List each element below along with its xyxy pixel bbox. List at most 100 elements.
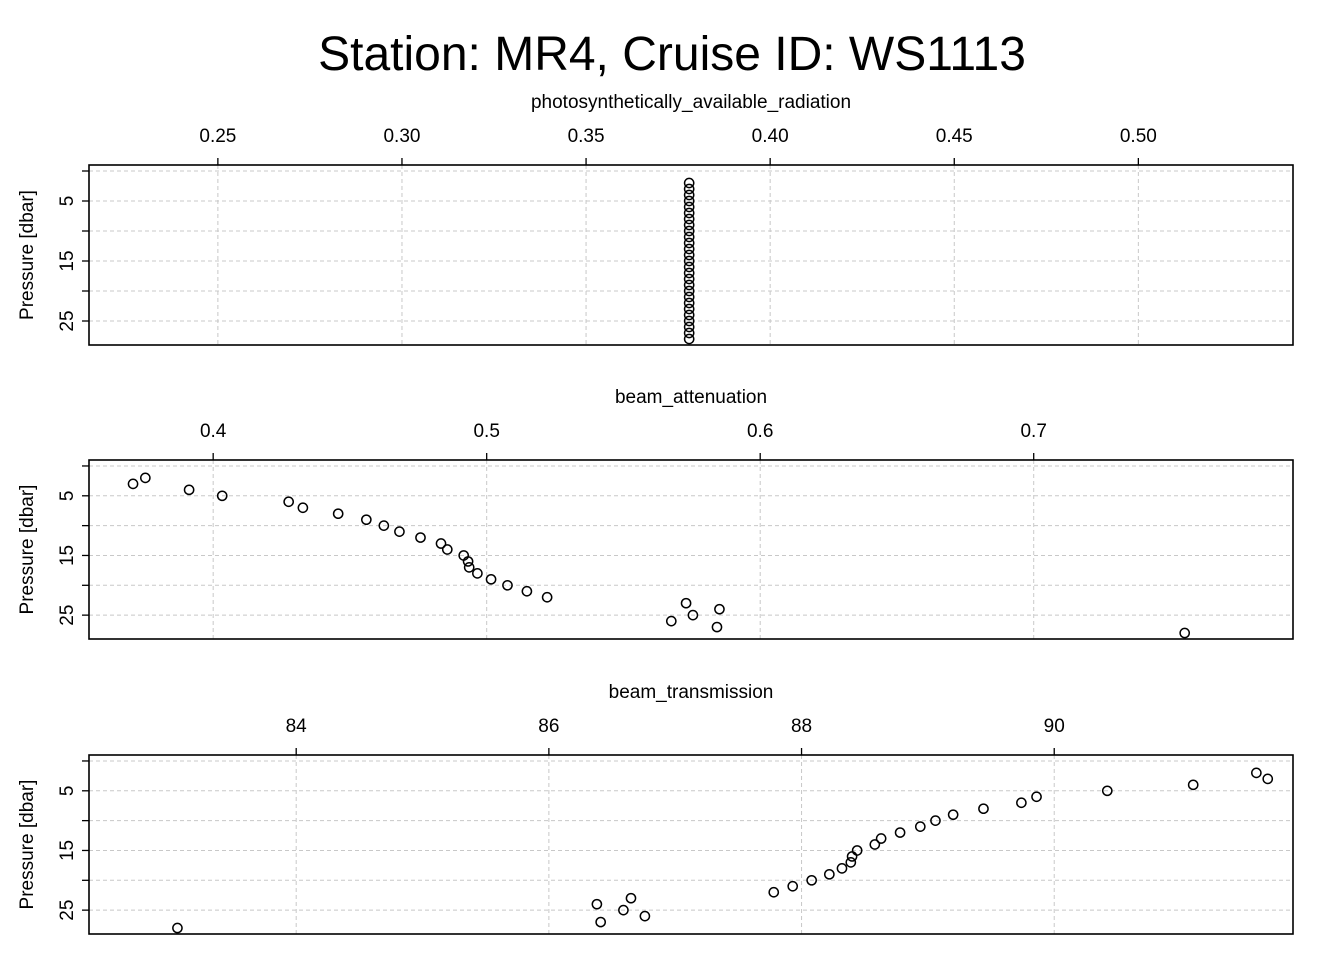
panel-2: 5 15 25 Pressure [dbar] 0.4 0.5 0.6 0.7 beam_att…: [17, 387, 1294, 640]
x-tick-label: 84: [286, 716, 308, 737]
data-point: [435, 538, 447, 549]
data-point: [1187, 779, 1199, 791]
data-point: [947, 809, 959, 821]
data-point: [683, 183, 695, 195]
data-point: [441, 544, 453, 555]
data-point: [521, 585, 533, 597]
data-point: [683, 225, 695, 237]
data-point: [216, 490, 228, 502]
x-tick-label: 86: [538, 716, 559, 737]
data-point: [683, 219, 695, 231]
data-point: [894, 827, 906, 838]
data-point: [595, 916, 607, 928]
y-tick-label: 15: [57, 250, 78, 271]
data-point: [683, 267, 695, 279]
data-point: [183, 484, 195, 496]
data-point: [806, 874, 818, 886]
y-axis-label: Pressure [dbar]: [17, 485, 38, 615]
x-tick-label: 0.30: [383, 126, 420, 147]
x-tick-label: 0.5: [473, 421, 499, 442]
data-point: [683, 291, 695, 303]
y-tick-label: 25: [57, 605, 78, 626]
y-tick-label: 5: [57, 196, 78, 207]
data-point: [711, 621, 723, 633]
data-point: [683, 231, 695, 243]
y-tick-label: 25: [57, 310, 78, 331]
panel-1: 5 15 25 Pressure [dbar] 0.25 0.30 0.35 0.40 0.45…: [17, 92, 1294, 346]
x-tick-label: 0.4: [200, 421, 227, 442]
y-tick-label: 5: [57, 786, 78, 797]
plot-frame: [88, 459, 1294, 640]
data-point: [683, 189, 695, 201]
data-point: [836, 863, 848, 874]
data-point: [683, 237, 695, 249]
data-point: [683, 297, 695, 309]
data-point: [875, 833, 887, 844]
data-point: [683, 249, 695, 261]
data-point: [1251, 767, 1262, 779]
x-tick-label: 0.7: [1020, 421, 1046, 442]
data-point: [462, 556, 474, 567]
data-point: [683, 201, 695, 213]
data-point: [332, 508, 344, 520]
x-tick-label: 0.50: [1120, 126, 1157, 147]
y-tick-label: 15: [57, 545, 78, 566]
data-point: [283, 496, 295, 508]
data-point: [378, 520, 390, 531]
data-point: [845, 857, 857, 868]
data-point: [1101, 785, 1113, 797]
data-point: [823, 868, 835, 880]
data-point: [683, 261, 695, 273]
data-point: [639, 910, 651, 922]
data-point: [172, 922, 183, 934]
data-point: [625, 892, 637, 904]
data-point: [127, 478, 139, 490]
data-point: [463, 562, 475, 573]
data-point: [683, 177, 695, 189]
data-point: [768, 886, 780, 898]
y-tick-label: 5: [57, 491, 78, 502]
data-point: [683, 195, 695, 207]
data-point: [415, 532, 426, 543]
x-axis-label: beam_transmission: [609, 682, 774, 703]
y-axis-label: Pressure [dbar]: [17, 190, 38, 320]
data-point: [846, 851, 858, 862]
x-tick-label: 90: [1044, 716, 1065, 737]
data-point: [139, 472, 151, 484]
data-point: [297, 502, 309, 514]
data-point: [683, 243, 695, 255]
data-point: [687, 609, 699, 621]
x-tick-label: 0.35: [568, 126, 605, 147]
data-point: [1262, 773, 1274, 785]
data-point: [683, 285, 695, 297]
data-point: [683, 321, 695, 333]
chart-title: Station: MR4, Cruise ID: WS1113: [318, 28, 1026, 81]
data-point: [1031, 791, 1042, 803]
x-tick-label: 0.45: [936, 126, 973, 147]
plot-frame: [88, 754, 1294, 935]
data-point: [618, 904, 629, 916]
data-point: [683, 333, 695, 345]
panel-3: 5 15 25 Pressure [dbar] 84 86 88 90 beam_transmi…: [17, 682, 1294, 935]
data-point: [683, 315, 695, 327]
data-point: [930, 815, 941, 826]
data-point: [1016, 797, 1027, 809]
x-tick-label: 88: [791, 716, 812, 737]
data-point: [541, 591, 553, 603]
data-point: [394, 526, 405, 537]
y-tick-label: 25: [57, 900, 78, 921]
data-point: [502, 579, 513, 591]
x-tick-label: 0.40: [752, 126, 789, 147]
data-point: [683, 309, 695, 321]
data-point: [683, 207, 695, 219]
data-point: [680, 597, 692, 609]
data-point: [714, 603, 725, 615]
data-point: [683, 279, 695, 291]
x-tick-label: 0.6: [747, 421, 773, 442]
plot-frame: [88, 164, 1294, 346]
data-point: [683, 327, 695, 339]
y-axis-label: Pressure [dbar]: [17, 780, 38, 910]
data-point: [665, 615, 677, 627]
